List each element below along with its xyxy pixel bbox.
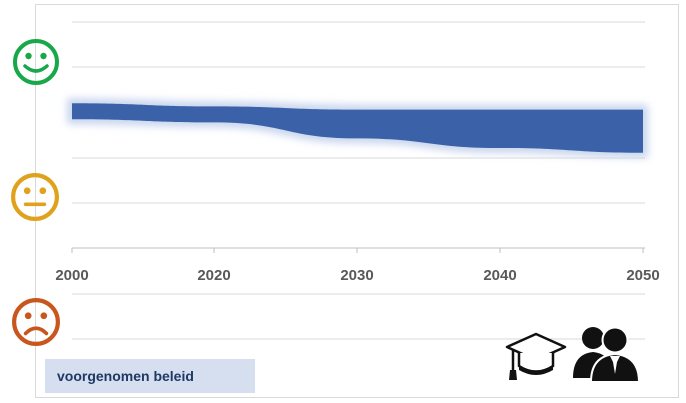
x-tick-label: 2040 xyxy=(483,267,516,284)
x-axis: 2000 2020 2030 2040 2050 xyxy=(55,247,660,284)
chart-frame xyxy=(35,4,679,398)
graduation-cap-icon xyxy=(505,332,567,380)
neutral-face-icon xyxy=(11,173,59,221)
legend-label: voorgenomen beleid xyxy=(57,368,194,384)
x-tick-label: 2020 xyxy=(197,267,230,284)
people-icon xyxy=(573,326,641,382)
gridlines xyxy=(72,21,645,340)
x-tick-label: 2050 xyxy=(626,267,659,284)
x-tick-label: 2000 xyxy=(55,267,88,284)
legend-item: voorgenomen beleid xyxy=(45,359,255,393)
happy-face-icon xyxy=(13,39,59,85)
sad-face-icon xyxy=(12,298,60,346)
band-area xyxy=(67,98,648,158)
x-tick-label: 2030 xyxy=(340,267,373,284)
band-area-voorgenomen-beleid xyxy=(72,103,643,153)
